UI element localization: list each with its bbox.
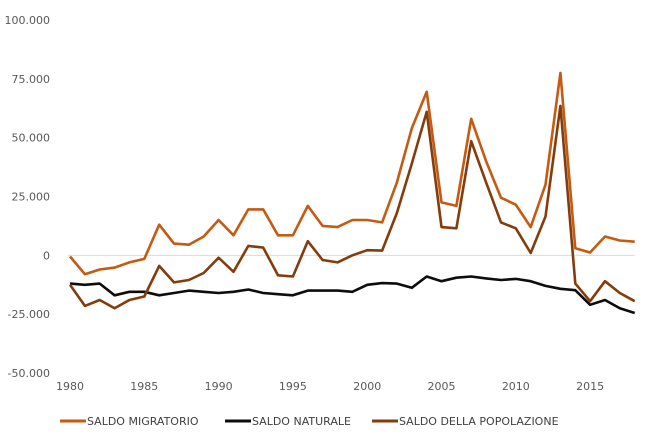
y-tick-label: -50.000 — [8, 367, 50, 380]
series-line-2 — [68, 104, 636, 310]
y-tick-label: -25.000 — [8, 308, 50, 321]
series-line-0 — [69, 71, 635, 276]
x-tick-label: 1995 — [279, 380, 307, 393]
legend-item: SALDO NATURALE — [225, 415, 351, 428]
legend-label: SALDO NATURALE — [252, 415, 351, 428]
y-tick-label: 25.000 — [12, 191, 51, 204]
x-tick-label: 1985 — [130, 380, 158, 393]
x-tick-label: 2005 — [428, 380, 456, 393]
series-line-1 — [69, 275, 636, 315]
legend-label: SALDO MIGRATORIO — [87, 415, 199, 428]
legend-item: SALDO MIGRATORIO — [60, 415, 199, 428]
y-tick-label: 100.000 — [5, 14, 51, 27]
x-tick-label: 2000 — [353, 380, 381, 393]
y-tick-label: 50.000 — [12, 132, 51, 145]
x-tick-label: 2015 — [576, 380, 604, 393]
y-tick-label: 75.000 — [12, 73, 51, 86]
y-tick-label: 0 — [43, 249, 50, 262]
x-tick-label: 1980 — [56, 380, 84, 393]
legend-item: SALDO DELLA POPOLAZIONE — [372, 415, 559, 428]
legend-label: SALDO DELLA POPOLAZIONE — [399, 415, 559, 428]
x-tick-label: 1990 — [205, 380, 233, 393]
x-tick-label: 2010 — [502, 380, 530, 393]
